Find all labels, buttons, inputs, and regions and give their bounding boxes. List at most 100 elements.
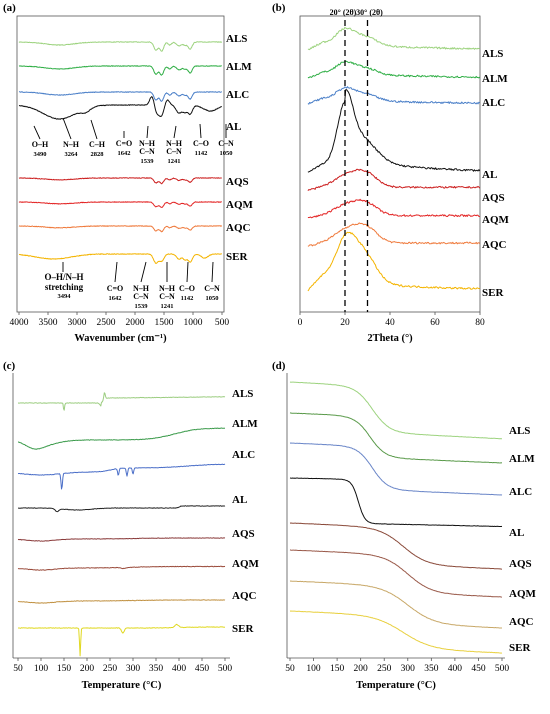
peak-value-ser: 1539 [135,303,149,310]
x-tick-label-b: 20 [340,318,350,328]
dsc-trace-alc [17,463,226,490]
x-tick-label-d: 100 [306,664,321,674]
tg-trace-alm [289,412,503,464]
series-label-b-als: ALS [482,48,503,60]
x-tick-label-c: 350 [149,664,164,674]
series-label-a-aqc: AQC [226,222,251,234]
tg-trace-ser [289,610,503,654]
x-tick-label-d: 400 [448,664,463,674]
x-tick-label-b: 0 [298,318,303,328]
series-label-c-alc: ALC [232,449,255,461]
xrd-trace-al [307,89,481,173]
x-tick-label-d: 50 [285,664,295,674]
x-tick-label-a: 1000 [184,318,203,328]
series-label-c-aqm: AQM [232,558,260,570]
peak-marker-label: 30° (2θ) [356,8,383,17]
x-tick-label-a: 1500 [155,318,174,328]
peak-label-al: N–H [139,139,156,148]
peak-label-al: N–H [166,139,183,148]
ftir-trace-alc [19,91,222,102]
x-axis-title-b: 2Theta (°) [367,333,413,344]
peak-arrow-ser [211,261,214,283]
ftir-trace-als [18,41,223,52]
peak-value-al: 1539 [141,158,155,165]
peak-arrow-ser [140,261,147,283]
series-label-a-alm: ALM [226,61,252,73]
xrd-trace-aqc [307,222,481,247]
x-tick-label-b: 60 [430,318,440,328]
panel-b-frame [299,15,481,313]
xrd-trace-alm [307,60,481,79]
peak-arrow-al [62,117,72,140]
peak-value-al: 1642 [118,150,131,157]
x-tick-label-a: 500 [215,318,230,328]
peak-value-ser: 1142 [181,295,194,302]
peak-arrow-ser [114,261,118,283]
peak-arrow-al [199,123,202,139]
ftir-trace-aqs [18,177,222,185]
x-tick-label-a: 2000 [126,318,145,328]
x-tick-label-c: 500 [218,664,233,674]
peak-value-ser: 3494 [58,293,72,300]
peak-label-al: C–N [139,147,155,156]
peak-value-al: 2828 [91,151,105,158]
panel-label-b: (b) [272,2,286,14]
series-label-b-aqs: AQS [482,192,505,204]
ftir-trace-al [18,96,223,120]
peak-arrow-al [90,119,98,140]
series-label-b-aqm: AQM [482,214,510,226]
series-label-d-als: ALS [509,425,530,437]
series-label-d-aqm: AQM [509,588,537,600]
x-tick-label-c: 400 [172,664,187,674]
peak-arrow-al [173,125,177,139]
x-axis-title-c: Temperature (°C) [82,680,162,691]
dsc-trace-aqm [17,565,226,571]
series-label-c-als: ALS [232,388,253,400]
x-tick-label-c: 100 [34,664,49,674]
x-tick-label-c: 300 [126,664,141,674]
series-label-c-aqc: AQC [232,590,257,602]
peak-value-ser: 1050 [206,295,219,302]
ftir-trace-alm [18,65,222,76]
x-tick-label-c: 150 [57,664,72,674]
series-label-d-alm: ALM [509,453,535,465]
x-tick-label-d: 300 [401,664,416,674]
peak-label-ser: C–N [159,292,175,301]
dsc-trace-al [18,505,226,513]
peak-marker-label: 20° (2θ) [330,8,357,17]
x-tick-label-a: 2500 [97,318,116,328]
panel-label-a: (a) [3,2,16,14]
peak-label-al: C–O [193,139,209,148]
peak-label-ser: O–H/N–H [44,272,83,282]
x-tick-label-b: 40 [385,318,395,328]
panel-a-frame [16,15,225,313]
xrd-trace-aqs [307,168,481,192]
series-label-d-al: AL [509,527,524,539]
tg-trace-alc [289,442,503,496]
xrd-trace-als [307,26,480,51]
x-tick-label-a: 3000 [68,318,87,328]
xrd-trace-alc [307,86,481,105]
x-tick-label-d: 350 [424,664,439,674]
peak-arrow-ser [186,261,189,283]
dsc-trace-als [17,392,226,411]
x-tick-label-a: 3500 [39,318,58,328]
dsc-trace-aqs [17,537,226,542]
peak-value-al: 1050 [220,150,233,157]
series-label-c-ser: SER [232,623,254,635]
ftir-trace-aqc [18,225,223,233]
dsc-trace-ser [18,623,226,657]
peak-value-al: 3490 [34,151,47,158]
x-axis-title-d: Temperature (°C) [356,680,436,691]
peak-value-ser: 1642 [109,295,122,302]
panel-label-d: (d) [272,360,286,372]
x-tick-label-c: 250 [103,664,118,674]
peak-label-ser: C=O [107,284,124,293]
x-tick-label-b: 80 [475,318,485,328]
series-label-c-aqs: AQS [232,528,255,540]
tg-trace-aqs [289,522,502,570]
peak-arrow-al [146,125,149,139]
peak-label-ser: N–H [133,284,150,293]
series-label-a-al: AL [226,121,241,133]
